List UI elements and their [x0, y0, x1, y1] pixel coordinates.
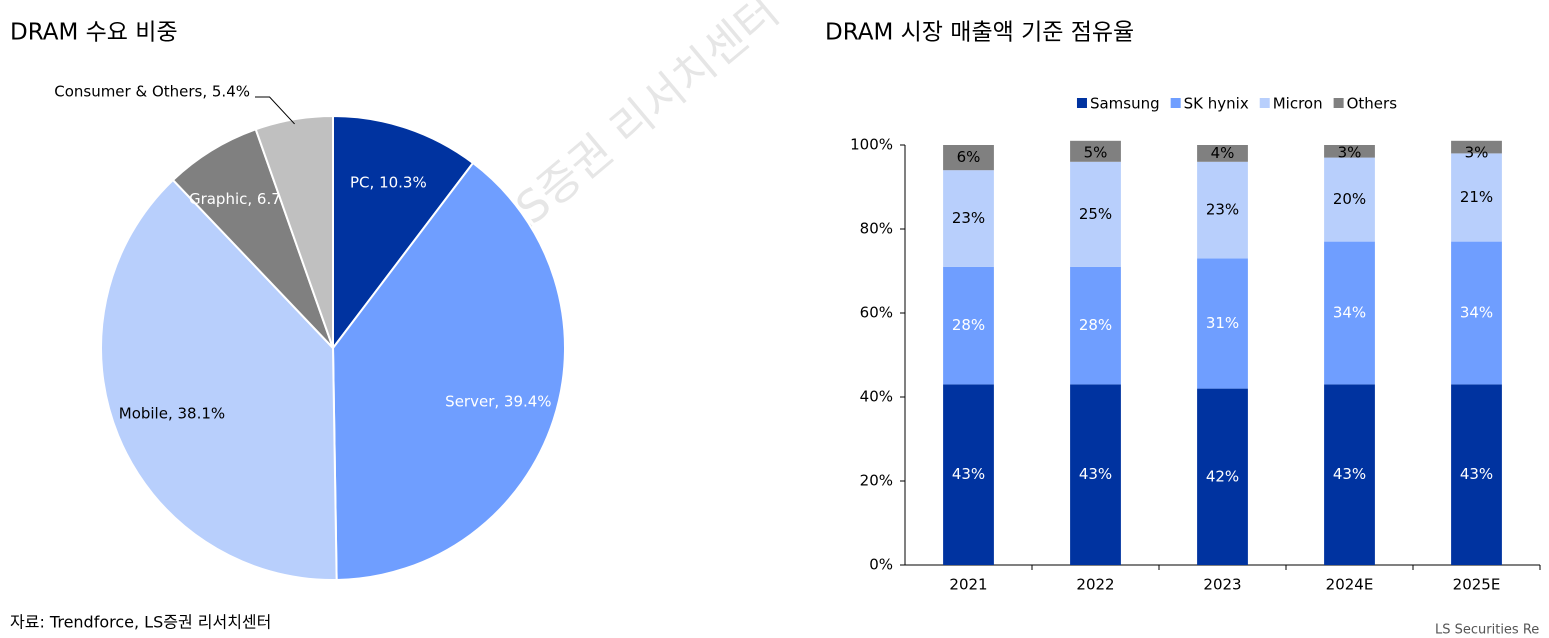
- bar-segment: [943, 266, 994, 385]
- x-tick-label: 2022: [1076, 576, 1114, 594]
- bar-segment: [1451, 140, 1502, 154]
- leader-line: [255, 96, 295, 125]
- x-tick-label: 2023: [1203, 576, 1241, 594]
- bar-segment: [1451, 153, 1502, 242]
- bar-value-label: 4%: [1211, 144, 1235, 162]
- pie-title: DRAM 수요 비중: [10, 20, 178, 46]
- y-tick-label: 80%: [860, 220, 893, 238]
- bar-segment: [1070, 266, 1121, 385]
- bar-value-label: 23%: [952, 209, 985, 227]
- slice-label: PC, 10.3%: [350, 174, 427, 192]
- legend-label: SK hynix: [1184, 95, 1249, 113]
- bar-value-label: 43%: [952, 465, 985, 483]
- bar-segment: [1324, 157, 1375, 242]
- bar-value-label: 21%: [1460, 188, 1493, 206]
- bar-value-label: 6%: [957, 148, 981, 166]
- bar-title: DRAM 시장 매출액 기준 점유율: [825, 20, 1134, 46]
- legend-item: Samsung: [1076, 95, 1160, 113]
- legend-item: SK hynix: [1170, 95, 1249, 113]
- bar-value-label: 34%: [1333, 304, 1366, 322]
- bar-segment: [1324, 241, 1375, 385]
- bar-segment: [1197, 145, 1248, 162]
- bar-segment: [1197, 258, 1248, 389]
- bar-value-label: 20%: [1333, 190, 1366, 208]
- legend-label: Samsung: [1090, 95, 1160, 113]
- watermark: LS증권 리서치센터: [488, 0, 789, 250]
- bar-value-label: 25%: [1079, 205, 1112, 223]
- y-tick-label: 100%: [850, 136, 893, 154]
- bar-value-label: 23%: [1206, 201, 1239, 219]
- x-tick-label: 2025E: [1453, 576, 1501, 594]
- bar-value-label: 31%: [1206, 314, 1239, 332]
- bar-segment: [1070, 384, 1121, 565]
- bar-value-label: 43%: [1460, 465, 1493, 483]
- pie-slice: [332, 114, 475, 351]
- legend-swatch: [1076, 98, 1087, 108]
- bar-value-label: 3%: [1338, 144, 1362, 162]
- bar-segment: [1451, 384, 1502, 565]
- x-tick-label: 2024E: [1326, 576, 1374, 594]
- bar-segment: [1451, 241, 1502, 385]
- pie-slice: [331, 161, 566, 581]
- bar-segment: [1070, 140, 1121, 162]
- legend-swatch: [1333, 98, 1344, 108]
- bar-segment: [1324, 145, 1375, 158]
- bar-segment: [1324, 384, 1375, 565]
- bar-value-label: 43%: [1333, 465, 1366, 483]
- bar-segment: [1197, 388, 1248, 565]
- slice-label: Consumer & Others, 5.4%: [54, 83, 250, 101]
- legend-label: Micron: [1273, 95, 1323, 113]
- bar-segment: [943, 145, 994, 171]
- x-tick-label: 2021: [949, 576, 987, 594]
- bar-value-label: 34%: [1460, 304, 1493, 322]
- pie-slice: [254, 114, 334, 349]
- slice-label: Mobile, 38.1%: [119, 404, 225, 422]
- bar-segment: [1070, 161, 1121, 267]
- bar-value-label: 43%: [1079, 465, 1112, 483]
- legend-swatch: [1170, 98, 1181, 108]
- slice-label: Server, 39.4%: [445, 393, 551, 411]
- legend-label: Others: [1347, 95, 1398, 113]
- y-tick-label: 60%: [860, 304, 893, 322]
- source-note: 자료: Trendforce, LS증권 리서치센터: [10, 613, 271, 632]
- bar-value-label: 28%: [1079, 316, 1112, 334]
- bar-value-label: 3%: [1465, 144, 1489, 162]
- slice-label: Graphic, 6.7%: [189, 190, 295, 208]
- y-tick-label: 0%: [869, 556, 893, 574]
- y-tick-label: 20%: [860, 472, 893, 490]
- bar-segment: [1197, 161, 1248, 259]
- bar-segment: [943, 170, 994, 267]
- footer: LS Securities Re: [1435, 623, 1539, 638]
- legend-swatch: [1259, 98, 1270, 108]
- pie-slice: [100, 178, 338, 581]
- bar-value-label: 5%: [1084, 144, 1108, 162]
- y-tick-label: 40%: [860, 388, 893, 406]
- bar-value-label: 42%: [1206, 467, 1239, 485]
- legend-item: Micron: [1259, 95, 1323, 113]
- bar-value-label: 28%: [952, 316, 985, 334]
- bar-segment: [943, 384, 994, 565]
- legend-item: Others: [1333, 95, 1398, 113]
